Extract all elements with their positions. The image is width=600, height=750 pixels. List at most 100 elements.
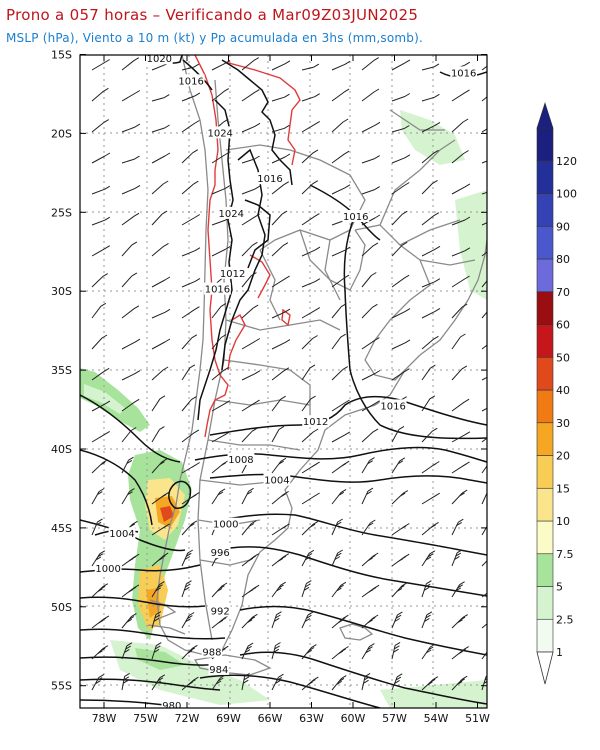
colorbar-level-label: 5: [556, 581, 563, 594]
wind-barb: [301, 461, 320, 474]
border-interior-arg-1: [225, 319, 341, 331]
wind-barb: [121, 553, 140, 567]
wind-barb: [301, 364, 316, 381]
border-brazil: [354, 224, 431, 361]
wind-barb: [361, 337, 380, 350]
wind-barb: [151, 338, 171, 350]
wind-barb: [241, 487, 254, 505]
wind-barb: [271, 93, 290, 102]
wind-barb: [241, 399, 260, 412]
colorbar-level-label: 15: [556, 482, 570, 495]
colorbar-level-label: 80: [556, 253, 570, 266]
wind-barb: [91, 334, 108, 350]
wind-barb: [151, 395, 166, 412]
lon-tick-label: 54W: [424, 712, 449, 725]
colorbar-level-label: 10: [556, 515, 570, 528]
wind-barb: [121, 272, 138, 288]
wind-barb: [151, 674, 166, 691]
wind-barb: [181, 334, 198, 350]
colorbar-swatch: [536, 586, 554, 620]
wind-barb: [421, 461, 440, 474]
wind-barb: [331, 150, 350, 164]
wind-barb: [271, 339, 291, 350]
wind-barb: [121, 584, 140, 598]
colorbar-level-label: 90: [556, 220, 570, 233]
wind-barb: [421, 278, 441, 288]
wind-barb: [211, 400, 231, 412]
colorbar-swatch: [536, 487, 554, 522]
wind-barb: [241, 672, 250, 691]
isobar-label-bg: [108, 527, 136, 540]
isobar-1012: [209, 395, 487, 436]
wind-barb: [391, 553, 410, 567]
wind-barb: [91, 185, 111, 195]
wind-barb: [481, 376, 487, 381]
wind-barb: [331, 460, 350, 474]
colorbar-level-label: 2.5: [556, 613, 574, 626]
isobar-984: [199, 674, 381, 708]
wind-barb: [151, 611, 162, 629]
wind-barb: [421, 121, 441, 133]
wind-barb: [181, 396, 197, 412]
isobar-label-bg: [212, 517, 240, 530]
wind-barb: [151, 152, 171, 164]
wind-barb: [481, 128, 487, 133]
wind-barb: [421, 427, 438, 443]
wind-barb: [481, 160, 487, 164]
border-interior-arg-5: [199, 479, 271, 486]
wind-barb: [91, 302, 107, 319]
wind-barb: [391, 641, 401, 660]
border-interior-nw: [259, 249, 281, 321]
isobar-label: 1000: [213, 520, 238, 531]
colorbar-swatch: [536, 389, 554, 424]
isobar-labels: 1020 1016 1016 1024 1016 1024 1016 1012 1016 1016…: [94, 55, 478, 708]
isobar-andes-high-4: [244, 199, 271, 269]
wind-barb: [241, 272, 257, 288]
wind-barb: [121, 488, 135, 505]
wind-barb: [181, 492, 200, 505]
isobar-label: 992: [211, 607, 230, 618]
wind-barb: [391, 611, 403, 629]
wind-barb: [301, 278, 321, 288]
precipitation-colorbar: 1 2.5 5 7.5 10 15 20 30 40 50 60 70 80 90 100 120: [536, 102, 577, 685]
wind-barb: [211, 431, 231, 443]
wind-barb: [91, 400, 111, 412]
wind-barb: [421, 63, 440, 71]
wind-barb: [451, 614, 468, 629]
wind-barb: [121, 57, 140, 71]
wind-barb: [91, 59, 110, 71]
wind-barb: [91, 459, 109, 474]
isobar-label: 1024: [207, 128, 232, 139]
wind-barb: [361, 643, 375, 660]
isobar-label: 1016: [451, 68, 476, 79]
wind-barb: [121, 155, 140, 164]
wind-barb: [331, 646, 349, 660]
wind-barb: [391, 673, 403, 691]
isobar-label-bg: [209, 604, 231, 617]
wind-barb: [271, 60, 291, 71]
wind-barb: [451, 518, 464, 536]
colorbar-level-label: 60: [556, 319, 570, 332]
wind-barb: [301, 63, 320, 71]
isobar-label: 1004: [109, 529, 134, 540]
wind-barb: [421, 611, 433, 629]
wind-barb: [391, 93, 411, 102]
wind-barb: [211, 59, 231, 71]
wind-barb: [121, 241, 138, 257]
wind-barb: [271, 673, 284, 691]
lon-tick-label: 66W: [258, 712, 283, 725]
wind-barb: [451, 275, 470, 288]
wind-barb: [151, 366, 169, 381]
isobar-1016-east: [343, 214, 487, 440]
wind-barb: [121, 456, 134, 474]
isobar-label: 984: [209, 665, 228, 676]
isobar-label-bg: [209, 546, 231, 559]
wind-barb: [151, 276, 171, 288]
isobar-label-bg: [450, 66, 478, 79]
isobar-label-bg: [208, 662, 230, 675]
wind-barb: [301, 611, 314, 629]
isobar-label-bg: [219, 266, 247, 279]
wind-barb: [481, 675, 487, 691]
wind-barb: [421, 179, 438, 195]
